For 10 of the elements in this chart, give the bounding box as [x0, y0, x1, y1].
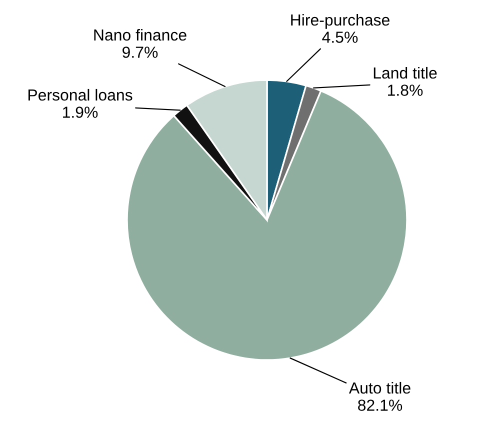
slice-label: Land title	[374, 66, 437, 79]
slice-label: Nano finance	[94, 28, 186, 41]
data-label: 1.9%	[63, 106, 98, 118]
slice-label: Personal loans	[28, 88, 132, 101]
slice-label: Hire-purchase	[291, 14, 390, 29]
data-label: 82.1%	[358, 400, 402, 411]
data-label: 4.5%	[322, 32, 358, 43]
data-label: 9.7%	[122, 46, 158, 58]
data-label: 1.8%	[388, 84, 423, 96]
slice-label: Auto title	[348, 382, 410, 394]
